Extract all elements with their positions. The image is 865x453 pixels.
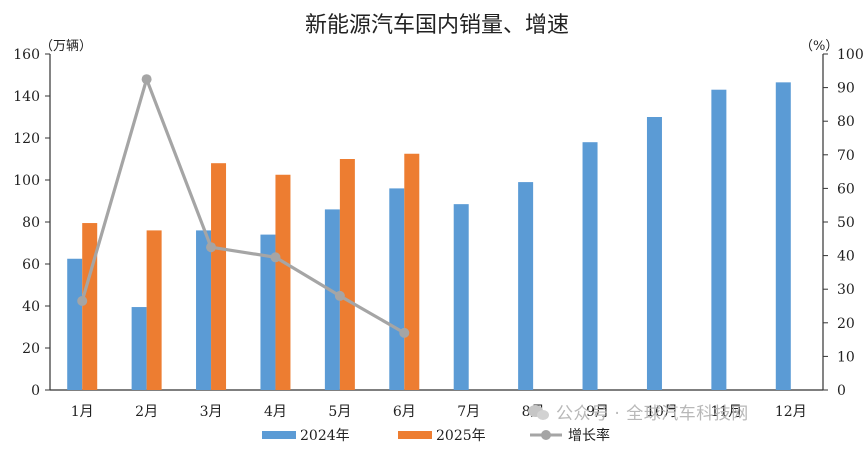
left-tick-label: 120 [13, 131, 40, 147]
legend: 2024年 2025年 增长率 [262, 427, 610, 444]
chart-title: 新能源汽车国内销量、增速 [305, 13, 569, 38]
wechat-icon [528, 405, 550, 421]
bar-2025年-6月 [404, 153, 420, 390]
left-tick-label: 160 [13, 47, 40, 63]
bar-2024年-10月 [646, 117, 662, 390]
growth-point [334, 290, 345, 301]
right-tick-label: 80 [837, 114, 855, 130]
bar-2024年-4月 [260, 234, 276, 390]
bar-2024年-7月 [453, 204, 469, 390]
left-tick-label: 140 [13, 89, 40, 105]
bar-2025年-2月 [146, 230, 162, 390]
left-axis-unit: （万辆） [40, 39, 92, 54]
bar-2024年-5月 [324, 209, 340, 390]
right-tick-label: 10 [837, 349, 855, 365]
right-tick-label: 60 [837, 181, 855, 197]
right-tick-label: 20 [837, 316, 855, 332]
x-tick-label: 10月 [646, 404, 678, 420]
left-tick-label: 60 [22, 257, 40, 273]
bar-2024年-3月 [196, 230, 212, 390]
bar-2025年-5月 [339, 159, 355, 390]
right-tick-label: 70 [837, 148, 855, 164]
left-tick-label: 40 [22, 299, 40, 315]
x-tick-label: 9月 [586, 404, 609, 420]
growth-point [77, 295, 88, 306]
x-tick-label: 5月 [328, 404, 351, 420]
growth-line [80, 77, 406, 335]
x-tick-label: 2月 [135, 404, 158, 420]
growth-point [270, 252, 281, 263]
left-tick-label: 20 [22, 341, 40, 357]
growth-point [206, 242, 217, 253]
legend-swatch [262, 431, 296, 439]
legend-swatch [398, 431, 432, 439]
watermark-text: 公众号 · 全球汽车科技网 [556, 404, 749, 424]
left-tick-label: 0 [31, 383, 40, 399]
x-tick-label: 4月 [264, 404, 287, 420]
growth-line-series [77, 74, 410, 338]
x-tick-label: 1月 [71, 404, 94, 420]
x-tick-label: 7月 [457, 404, 480, 420]
right-tick-label: 30 [837, 282, 855, 298]
right-axis-unit: （%） [800, 39, 838, 54]
bar-2024年-9月 [582, 142, 598, 390]
bar-series [67, 82, 791, 390]
bar-2024年-11月 [711, 89, 727, 390]
legend-label: 2025年 [436, 428, 486, 444]
right-tick-label: 0 [837, 383, 846, 399]
bar-2024年-8月 [518, 182, 534, 390]
bar-2025年-3月 [211, 163, 227, 390]
growth-point [399, 327, 410, 338]
bar-2024年-2月 [131, 307, 147, 390]
bar-2024年-6月 [389, 188, 405, 390]
x-tick-label: 3月 [200, 404, 223, 420]
left-tick-label: 80 [22, 215, 40, 231]
legend-label: 2024年 [300, 428, 350, 444]
legend-label: 增长率 [568, 427, 610, 444]
right-tick-label: 50 [837, 215, 855, 231]
right-tick-label: 40 [837, 249, 855, 265]
growth-point [141, 74, 152, 85]
bar-2025年-1月 [82, 223, 98, 390]
right-tick-label: 100 [837, 47, 864, 63]
bar-2025年-4月 [275, 174, 291, 390]
left-tick-label: 100 [13, 173, 40, 189]
bar-2024年-12月 [775, 82, 791, 390]
x-tick-label: 11月 [710, 404, 742, 420]
x-tick-label: 12月 [775, 404, 807, 420]
legend-swatch-marker [541, 430, 551, 440]
axes: 0 20 40 60 80 100 120 140 160 0 10 20 30 40 50 60 70 80 90… [13, 47, 863, 420]
watermark: 公众号 · 全球汽车科技网 [528, 399, 749, 424]
bar-2024年-1月 [67, 258, 83, 390]
right-tick-label: 90 [837, 81, 855, 97]
x-tick-label: 6月 [393, 404, 416, 420]
